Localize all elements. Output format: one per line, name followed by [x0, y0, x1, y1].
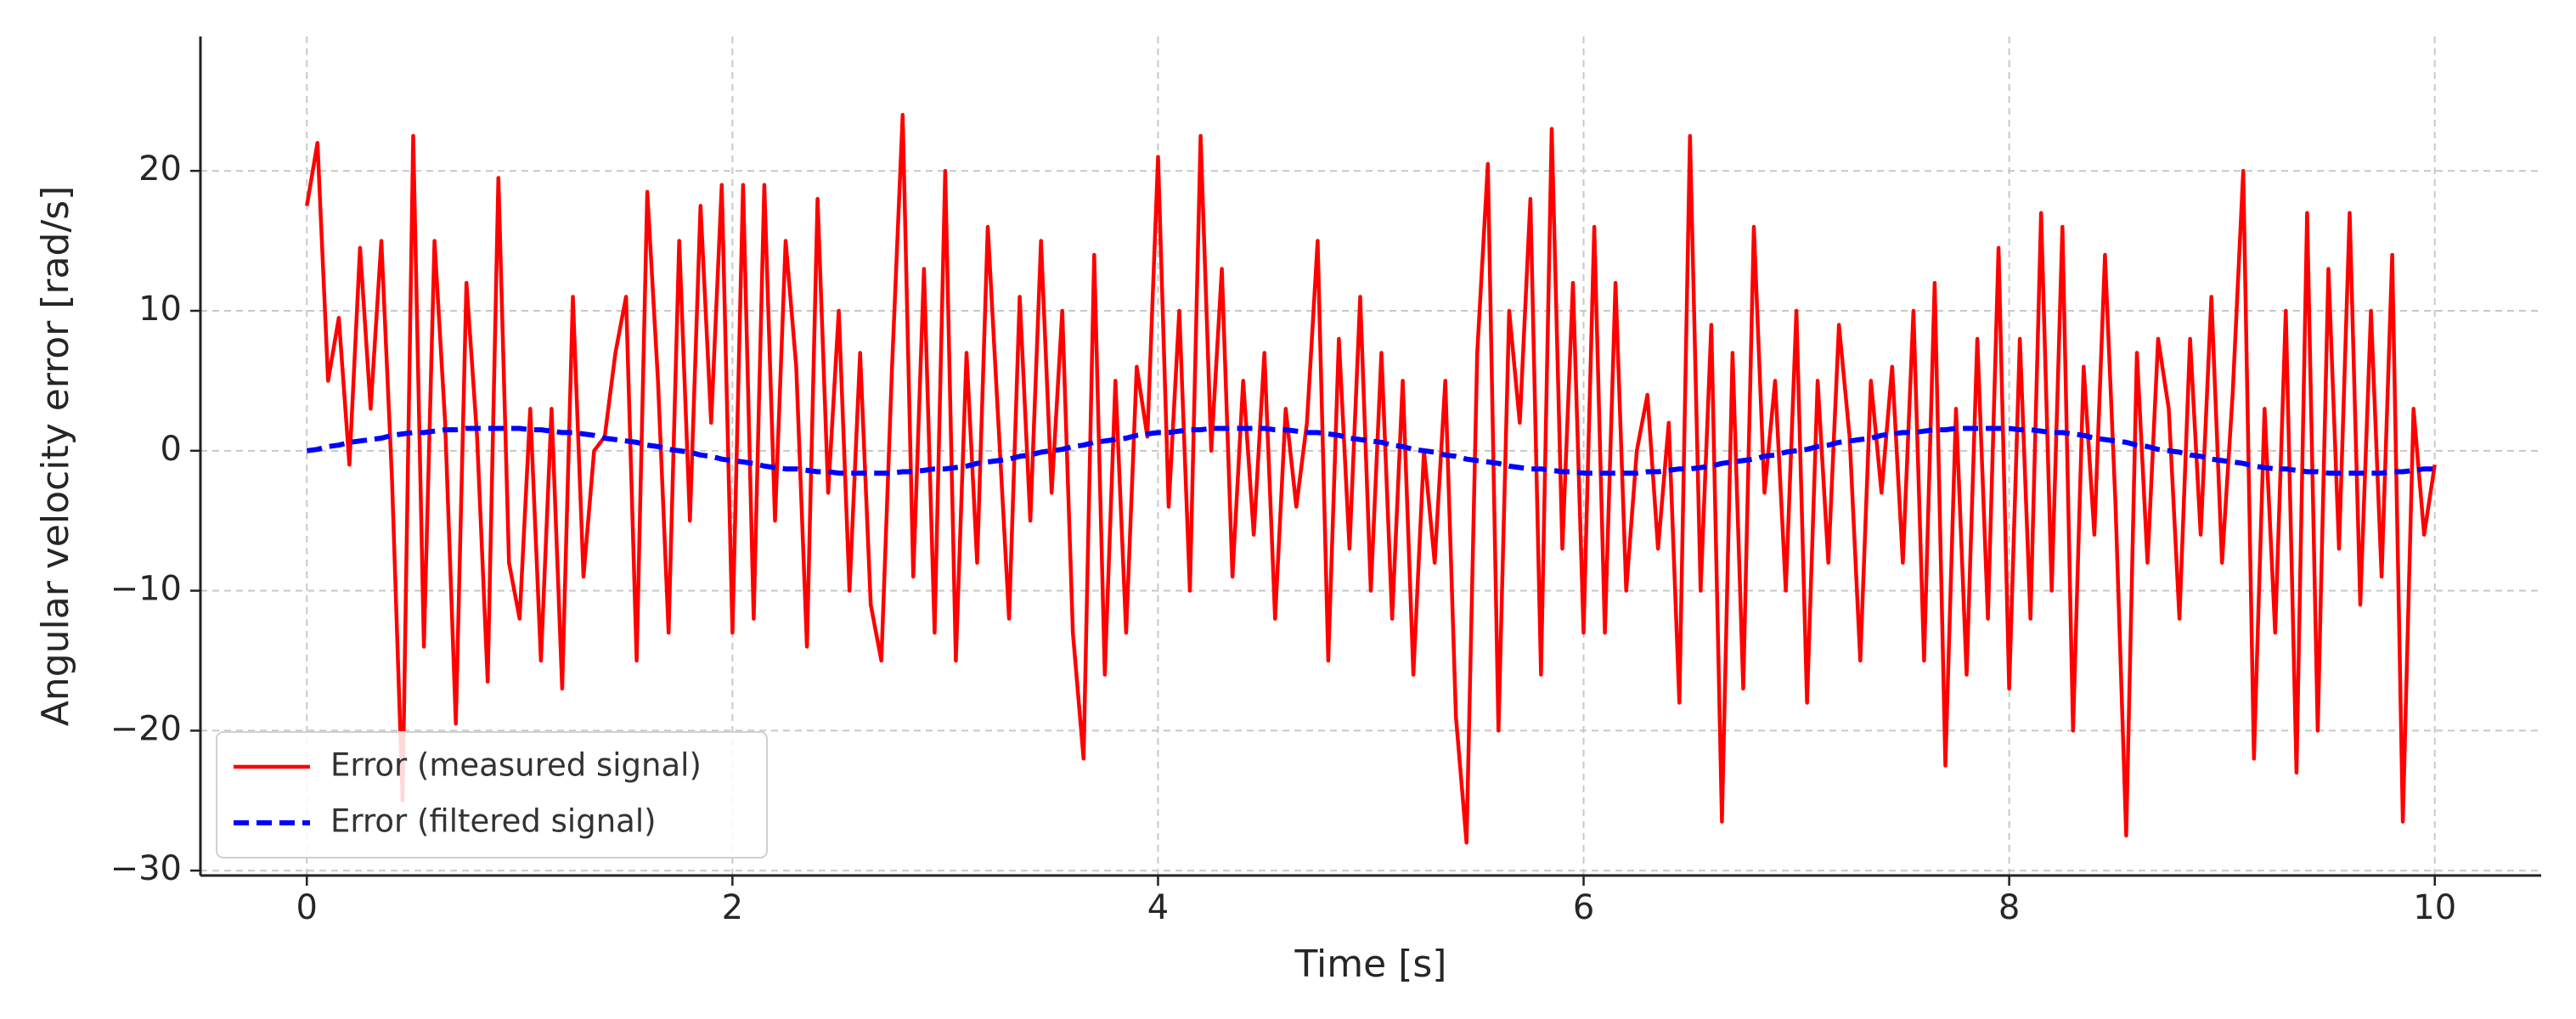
y-tick-label: 10 — [138, 290, 182, 329]
y-tick-label: 20 — [138, 149, 182, 189]
y-tick-label: −30 — [110, 849, 182, 888]
y-tick-label: −20 — [110, 709, 182, 748]
x-tick-label: 6 — [1573, 888, 1594, 927]
series-line — [305, 113, 2437, 845]
y-tick-label: 0 — [161, 430, 182, 469]
legend-label: Error (filtered signal) — [330, 803, 657, 840]
x-tick-label: 8 — [1998, 888, 2020, 927]
series-line — [306, 425, 2435, 476]
x-tick-label: 0 — [296, 888, 318, 927]
y-tick-label: −10 — [110, 570, 182, 609]
x-tick-label: 10 — [2413, 888, 2456, 927]
x-tick-label: 2 — [722, 888, 743, 927]
legend-box — [216, 731, 768, 859]
legend-label: Error (measured signal) — [330, 747, 702, 784]
y-axis-label: Angular velocity error [rad/s] — [34, 186, 77, 727]
x-tick-label: 4 — [1147, 888, 1169, 927]
x-axis-label: Time [s] — [1294, 943, 1447, 986]
legend: Error (measured signal) Error (filtered s… — [216, 731, 768, 859]
